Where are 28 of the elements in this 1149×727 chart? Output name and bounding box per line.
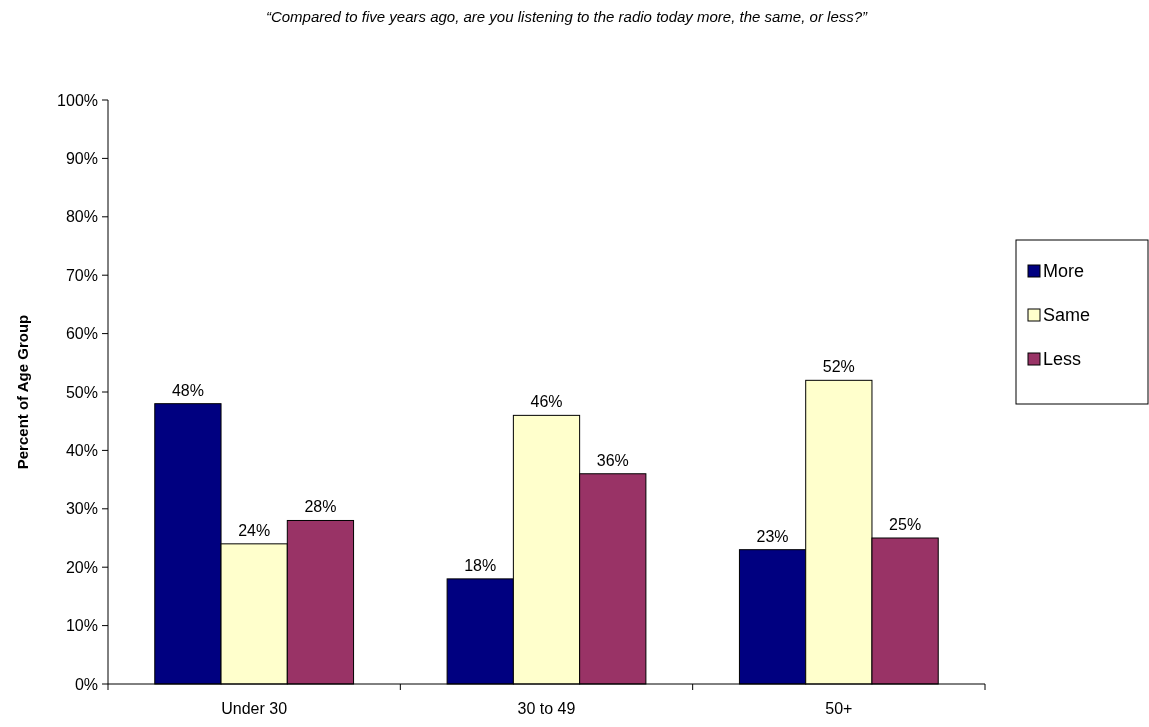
y-axis-title: Percent of Age Group [14, 314, 31, 470]
data-label: 36% [596, 451, 629, 469]
data-label: 24% [238, 521, 271, 539]
data-label: 48% [171, 381, 204, 399]
legend-label: Same [1043, 305, 1091, 326]
chart-title: “Compared to five years ago, are you listening to the radio today more, the same, or less?” [265, 8, 869, 25]
data-label: 28% [304, 498, 337, 516]
y-tick-label: 40% [65, 442, 98, 459]
y-tick-label: 30% [65, 500, 98, 518]
data-label: 46% [530, 393, 563, 411]
x-tick-label: 30 to 49 [517, 700, 576, 717]
data-label: 52% [822, 358, 855, 376]
x-tick-label: 50+ [825, 700, 853, 717]
data-label: 25% [889, 516, 922, 533]
y-tick-label: 90% [65, 150, 98, 167]
x-tick-label: Under 30 [221, 700, 288, 717]
y-tick-label: 60% [65, 325, 98, 343]
y-tick-label: 10% [65, 617, 98, 635]
y-tick-label: 0% [74, 675, 98, 693]
y-tick-label: 70% [65, 266, 98, 284]
y-tick-label: 20% [65, 558, 98, 576]
y-tick-label: 80% [65, 208, 98, 226]
y-tick-label: 100% [57, 91, 98, 109]
legend-label: Less [1043, 349, 1082, 370]
legend-label: More [1043, 261, 1085, 282]
data-label: 18% [464, 556, 497, 574]
y-tick-label: 50% [65, 383, 98, 401]
data-label: 23% [756, 527, 789, 545]
